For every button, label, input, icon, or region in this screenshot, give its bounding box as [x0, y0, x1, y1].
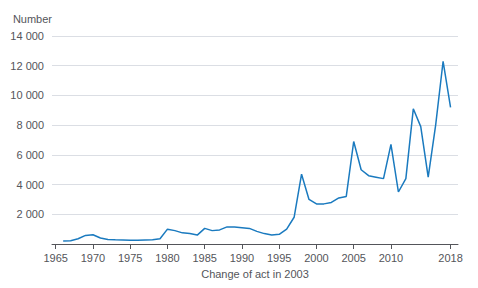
svg-text:14 000: 14 000 [10, 30, 44, 42]
svg-text:Number: Number [13, 13, 52, 25]
svg-text:2005: 2005 [341, 252, 365, 264]
svg-text:2010: 2010 [379, 252, 403, 264]
svg-text:1965: 1965 [43, 252, 67, 264]
svg-text:Change of act in 2003: Change of act in 2003 [201, 268, 309, 280]
svg-text:4 000: 4 000 [16, 179, 44, 191]
svg-text:8 000: 8 000 [16, 119, 44, 131]
svg-text:12 000: 12 000 [10, 60, 44, 72]
svg-text:1995: 1995 [267, 252, 291, 264]
svg-text:1970: 1970 [81, 252, 105, 264]
svg-text:2 000: 2 000 [16, 208, 44, 220]
svg-text:10 000: 10 000 [10, 89, 44, 101]
svg-text:1990: 1990 [230, 252, 254, 264]
svg-text:1980: 1980 [155, 252, 179, 264]
svg-text:2000: 2000 [304, 252, 328, 264]
svg-text:1985: 1985 [192, 252, 216, 264]
svg-text:2018: 2018 [438, 252, 462, 264]
svg-text:6 000: 6 000 [16, 149, 44, 161]
svg-text:1975: 1975 [118, 252, 142, 264]
